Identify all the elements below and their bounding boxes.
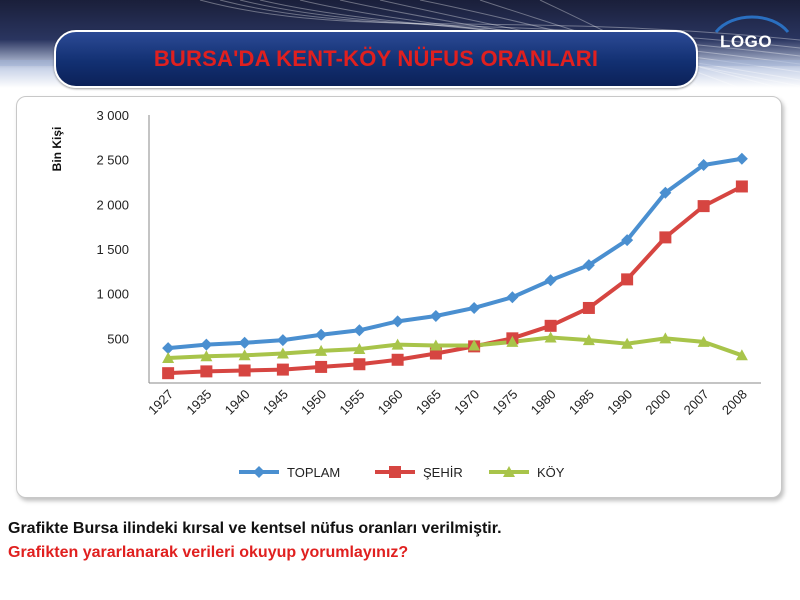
- chart-legend: TOPLAM ŞEHİR KÖY: [239, 465, 565, 480]
- caption-question: Grafikten yararlanarak verileri okuyup y…: [8, 544, 409, 561]
- data-point-triangle: [162, 351, 175, 363]
- data-point-triangle: [506, 335, 519, 347]
- y-tick-label: 2 500: [96, 153, 129, 168]
- data-point-diamond: [315, 328, 328, 341]
- data-point-diamond: [353, 324, 366, 337]
- data-point-diamond: [506, 291, 519, 304]
- slide-title-banner: BURSA'DA KENT-KÖY NÜFUS ORANLARI: [54, 30, 698, 88]
- data-point-square: [353, 358, 366, 371]
- data-point-diamond: [621, 234, 634, 247]
- y-tick-label: 1 000: [96, 287, 129, 302]
- legend-label: ŞEHİR: [423, 465, 463, 480]
- data-point-triangle: [503, 466, 515, 477]
- series-line: [168, 335, 743, 360]
- data-point-triangle: [544, 331, 557, 343]
- data-point-diamond: [659, 186, 672, 199]
- data-point-square: [238, 364, 251, 377]
- x-tick-label: 1927: [145, 387, 176, 418]
- x-tick-label: 1985: [566, 387, 597, 418]
- chart-card: Bin Kişi 500 1 000 1 500 2 000 2 500 3 000 19…: [16, 96, 782, 498]
- series-markers: [162, 152, 748, 380]
- x-tick-label: 1935: [183, 387, 214, 418]
- data-point-square: [735, 180, 748, 193]
- x-tick-label: 1945: [260, 387, 291, 418]
- y-tick-label: 1 500: [96, 242, 129, 257]
- slide-title: BURSA'DA KENT-KÖY NÜFUS ORANLARI: [153, 46, 599, 71]
- data-point-square: [200, 365, 213, 378]
- data-point-triangle: [391, 338, 404, 350]
- x-tick-label: 1980: [528, 387, 559, 418]
- data-point-diamond: [429, 310, 442, 322]
- data-point-triangle: [276, 347, 289, 359]
- x-tick-label: 1955: [336, 387, 367, 418]
- x-tick-label: 2007: [681, 387, 712, 418]
- data-point-square: [391, 353, 404, 366]
- data-point-diamond: [544, 274, 557, 287]
- logo-text: LOGO: [720, 32, 773, 51]
- y-axis-title: Bin Kişi: [50, 127, 64, 172]
- data-point-square: [429, 347, 442, 360]
- y-tick-label: 3 000: [96, 108, 129, 123]
- data-point-triangle: [468, 339, 481, 351]
- caption-description: Grafikte Bursa ilindeki kırsal ve kentse…: [8, 520, 502, 537]
- data-point-triangle: [429, 339, 442, 351]
- y-tick-label: 500: [107, 331, 129, 346]
- data-point-diamond: [238, 336, 251, 349]
- series-line: [168, 184, 743, 376]
- data-point-triangle: [238, 349, 251, 361]
- slide-caption: Grafikte Bursa ilindeki kırsal ve kentse…: [8, 520, 788, 566]
- x-tick-label: 2000: [642, 387, 673, 418]
- data-point-triangle: [200, 350, 213, 362]
- line-chart: Bin Kişi 500 1 000 1 500 2 000 2 500 3 000 19…: [50, 108, 761, 480]
- x-tick-label: 1970: [451, 387, 482, 418]
- y-tick-label: 2 000: [96, 197, 129, 212]
- x-tick-label: 1940: [222, 387, 253, 418]
- data-point-diamond: [391, 315, 404, 328]
- legend-label: TOPLAM: [287, 465, 340, 480]
- legend-label: KÖY: [537, 465, 565, 480]
- series-line: [167, 156, 743, 351]
- data-point-diamond: [697, 159, 710, 172]
- data-point-triangle: [659, 332, 672, 344]
- x-tick-label: 1990: [604, 387, 635, 418]
- y-axis-title-group: Bin Kişi: [50, 127, 64, 172]
- data-point-triangle: [735, 349, 748, 361]
- data-point-triangle: [582, 334, 595, 346]
- x-tick-labels: 1927 1935 1940 1945 1950 1955 1960 1965 1970 1975…: [145, 387, 750, 418]
- data-point-diamond: [200, 338, 213, 351]
- chart-axes: [148, 115, 761, 384]
- logo: LOGO: [712, 10, 792, 60]
- data-point-triangle: [697, 335, 710, 347]
- data-point-triangle: [353, 343, 366, 355]
- logo-arc-icon: [714, 15, 790, 34]
- data-point-diamond: [276, 334, 289, 347]
- data-point-diamond: [253, 466, 265, 478]
- data-point-square: [162, 367, 175, 380]
- x-tick-label: 1960: [375, 387, 406, 418]
- x-tick-label: 1950: [298, 387, 329, 418]
- x-tick-label: 1965: [413, 387, 444, 418]
- data-point-diamond: [735, 152, 748, 165]
- data-point-square: [315, 360, 328, 373]
- x-tick-label: 2008: [719, 387, 750, 418]
- data-point-diamond: [468, 301, 481, 314]
- data-point-square: [389, 466, 401, 478]
- data-point-triangle: [315, 344, 328, 356]
- data-point-triangle: [621, 337, 634, 349]
- data-point-square: [582, 301, 595, 314]
- data-point-diamond: [582, 259, 595, 272]
- data-point-square: [659, 231, 672, 244]
- data-point-square: [544, 319, 557, 332]
- data-point-square: [621, 273, 634, 286]
- data-point-square: [276, 363, 289, 376]
- series-lines: [167, 156, 743, 376]
- y-tick-labels: 500 1 000 1 500 2 000 2 500 3 000: [96, 108, 129, 346]
- data-point-diamond: [162, 342, 175, 355]
- x-tick-label: 1975: [489, 387, 520, 418]
- data-point-square: [697, 200, 710, 213]
